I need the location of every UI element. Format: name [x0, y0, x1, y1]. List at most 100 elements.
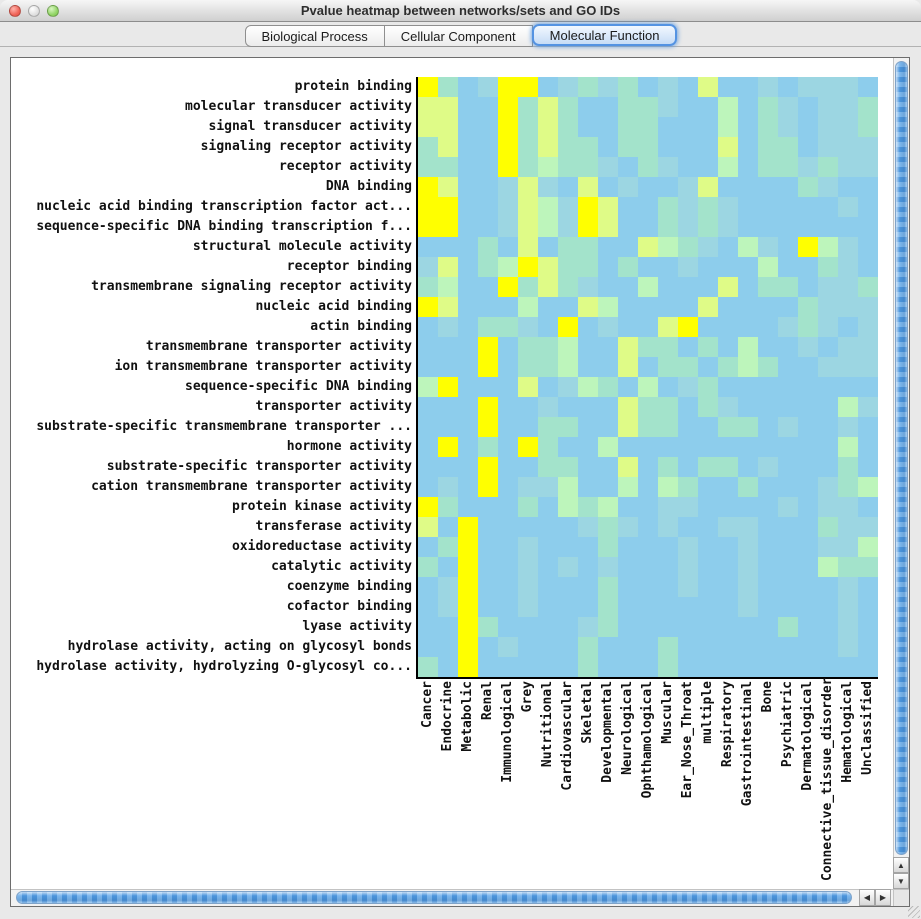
heatmap-cell — [438, 497, 458, 517]
heatmap-cell — [498, 477, 518, 497]
scroll-down-button[interactable]: ▼ — [893, 873, 909, 889]
heatmap-cell — [478, 217, 498, 237]
heatmap-cell — [638, 477, 658, 497]
heatmap-cell — [698, 597, 718, 617]
up-arrow-icon: ▲ — [897, 860, 905, 870]
heatmap-cell — [538, 177, 558, 197]
heatmap-cell — [478, 597, 498, 617]
heatmap-cell — [578, 217, 598, 237]
heatmap-cell — [678, 657, 698, 677]
heatmap-cell — [598, 457, 618, 477]
heatmap-cell — [418, 237, 438, 257]
close-button[interactable] — [9, 5, 21, 17]
heatmap-cell — [718, 177, 738, 197]
heatmap-cell — [758, 497, 778, 517]
heatmap-cell — [478, 117, 498, 137]
heatmap-cell — [718, 257, 738, 277]
heatmap-cell — [778, 437, 798, 457]
heatmap-cell — [838, 417, 858, 437]
heatmap-cell — [598, 597, 618, 617]
heatmap-cell — [498, 177, 518, 197]
heatmap-cell — [818, 497, 838, 517]
heatmap-cell — [738, 577, 758, 597]
heatmap-cell — [858, 557, 878, 577]
heatmap-cell — [478, 157, 498, 177]
scroll-left-button[interactable]: ◀ — [859, 889, 875, 906]
heatmap-cell — [498, 497, 518, 517]
heatmap-cell — [618, 357, 638, 377]
heatmap-cell — [698, 437, 718, 457]
heatmap-cell — [738, 417, 758, 437]
heatmap-cell — [718, 617, 738, 637]
heatmap-cell — [818, 337, 838, 357]
heatmap-cell — [758, 617, 778, 637]
heatmap-cell — [418, 257, 438, 277]
heatmap-cell — [598, 317, 618, 337]
horizontal-scrollbar-thumb[interactable] — [16, 891, 852, 904]
heatmap-cell — [498, 217, 518, 237]
window-resize-grip[interactable] — [908, 906, 920, 918]
heatmap-cell — [418, 637, 438, 657]
tab-cellular-component[interactable]: Cellular Component — [384, 25, 533, 47]
heatmap-cell — [838, 257, 858, 277]
heatmap-cell — [438, 97, 458, 117]
scroll-right-button[interactable]: ▶ — [875, 889, 891, 906]
heatmap-cell — [838, 457, 858, 477]
heatmap-cell — [698, 177, 718, 197]
heatmap-cell — [858, 357, 878, 377]
heatmap-cell — [638, 617, 658, 637]
heatmap-cell — [598, 617, 618, 637]
vertical-scrollbar-track[interactable] — [893, 58, 909, 889]
heatmap-cell — [478, 417, 498, 437]
heatmap-cell — [518, 77, 538, 97]
heatmap-cell — [558, 237, 578, 257]
heatmap-cell — [818, 357, 838, 377]
vertical-scrollbar-thumb[interactable] — [895, 61, 908, 855]
heatmap-cell — [698, 337, 718, 357]
heatmap-cell — [798, 157, 818, 177]
tab-biological-process[interactable]: Biological Process — [244, 25, 385, 47]
row-label: ion transmembrane transporter activity — [114, 359, 412, 374]
heatmap-cell — [818, 577, 838, 597]
heatmap-cell — [718, 237, 738, 257]
heatmap-cell — [838, 117, 858, 137]
minimize-button[interactable] — [28, 5, 40, 17]
tab-molecular-function[interactable]: Molecular Function — [531, 24, 678, 46]
heatmap-cell — [458, 277, 478, 297]
heatmap-cell — [838, 597, 858, 617]
heatmap-cell — [438, 357, 458, 377]
heatmap-cell — [618, 537, 638, 557]
heatmap-cell — [458, 397, 478, 417]
heatmap-cell — [538, 597, 558, 617]
column-label: Psychiatric — [780, 681, 795, 768]
heatmap-cell — [618, 177, 638, 197]
heatmap-cell — [558, 497, 578, 517]
column-label: Cardiovascular — [560, 681, 575, 791]
heatmap-cell — [498, 597, 518, 617]
heatmap-cell — [518, 117, 538, 137]
heatmap-cell — [418, 657, 438, 677]
heatmap-cell — [598, 157, 618, 177]
heatmap-cell — [578, 577, 598, 597]
heatmap-cell — [738, 557, 758, 577]
heatmap-cell — [778, 277, 798, 297]
heatmap-cell — [498, 417, 518, 437]
row-label: hydrolase activity, acting on glycosyl b… — [67, 639, 412, 654]
heatmap-cell — [458, 497, 478, 517]
heatmap-cell — [618, 617, 638, 637]
horizontal-scrollbar-track[interactable] — [11, 889, 893, 906]
zoom-button[interactable] — [47, 5, 59, 17]
heatmap-cell — [678, 337, 698, 357]
row-label: cofactor binding — [286, 599, 412, 614]
heatmap-cell — [418, 557, 438, 577]
heatmap-cell — [658, 317, 678, 337]
scroll-up-button[interactable]: ▲ — [893, 857, 909, 873]
heatmap-cell — [718, 537, 738, 557]
heatmap-cell — [778, 497, 798, 517]
heatmap-cell — [858, 417, 878, 437]
heatmap-cell — [758, 637, 778, 657]
heatmap-cell — [758, 357, 778, 377]
heatmap-cell — [538, 397, 558, 417]
heatmap-cell — [638, 557, 658, 577]
heatmap-cell — [798, 237, 818, 257]
